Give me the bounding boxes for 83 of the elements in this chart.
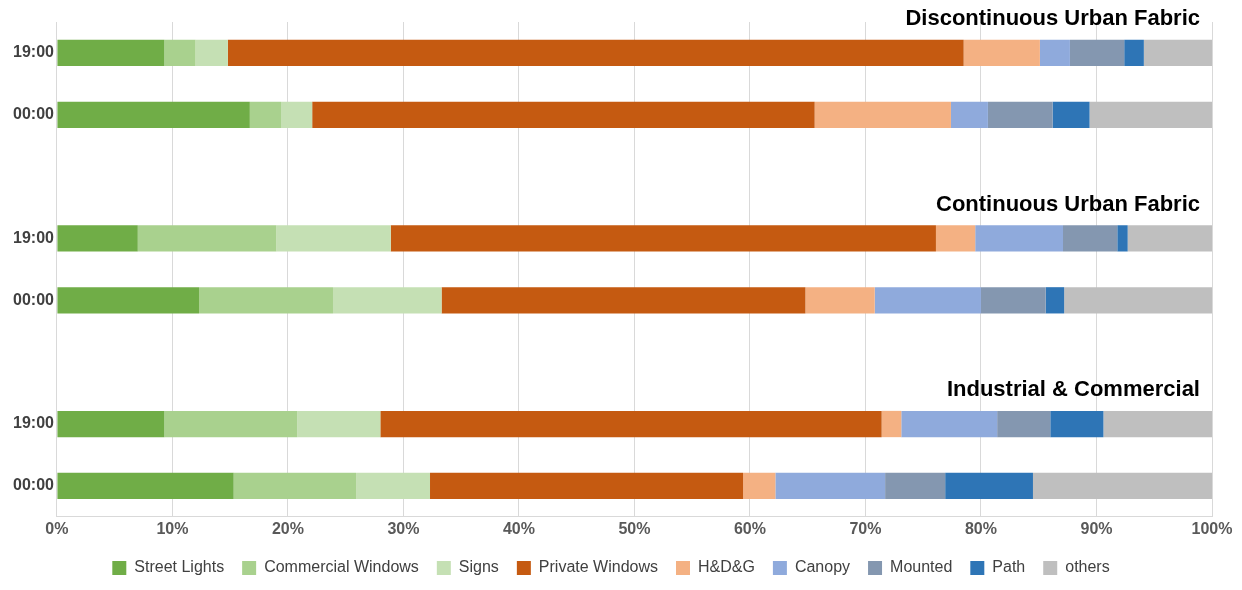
bar (945, 472, 1033, 500)
bar (1045, 287, 1065, 314)
bar (1143, 39, 1212, 67)
bar (885, 472, 946, 500)
bar (430, 472, 744, 500)
bar (297, 410, 381, 438)
bar (881, 410, 902, 438)
annotation: Industrial & Commercial (946, 376, 1200, 402)
legend-label: Path (992, 558, 1026, 576)
bar (987, 101, 1053, 128)
y-tick-label: 19:00 (13, 228, 55, 246)
legend-label: H&D&G (698, 558, 755, 576)
bar (963, 39, 1040, 67)
bar (57, 39, 165, 67)
bar (233, 472, 357, 500)
legend-label: Signs (458, 558, 499, 576)
bar (195, 39, 228, 67)
bar (1103, 410, 1212, 438)
bar (874, 287, 981, 314)
bar (164, 410, 298, 438)
x-tick-label: 40% (502, 519, 535, 537)
x-tick-label: 10% (156, 519, 189, 537)
x-tick-label: 30% (387, 519, 420, 537)
bar (1117, 225, 1128, 252)
bar (743, 472, 776, 500)
bar (1062, 225, 1118, 252)
bar (332, 287, 442, 314)
y-tick-label: 19:00 (13, 43, 55, 61)
bar (814, 101, 951, 128)
bar (227, 39, 964, 67)
bar (805, 287, 875, 314)
bar (775, 472, 886, 500)
y-tick-label: 00:00 (13, 105, 55, 123)
bar (1127, 225, 1212, 252)
x-tick-label: 50% (618, 519, 651, 537)
bar (281, 101, 313, 128)
y-tick-label: 00:00 (13, 476, 55, 494)
y-tick-label: 19:00 (13, 414, 55, 432)
bar (356, 472, 431, 500)
legend-label: Street Lights (134, 558, 225, 576)
bar (57, 225, 138, 252)
annotation: Discontinuous Urban Fabric (905, 4, 1200, 30)
legend-label: Mounted (890, 558, 953, 576)
x-tick-label: 90% (1080, 519, 1113, 537)
bar (1089, 101, 1212, 128)
bar (312, 101, 815, 128)
bar (57, 287, 199, 314)
bar (1050, 410, 1104, 438)
legend-label: Canopy (794, 558, 851, 576)
bar (57, 472, 234, 500)
x-tick-label: 100% (1191, 519, 1233, 537)
bar (390, 225, 936, 252)
legend-label: Private Windows (538, 558, 659, 576)
x-tick-label: 20% (271, 519, 304, 537)
bar (1124, 39, 1144, 67)
legend-label: Commercial Windows (264, 558, 419, 576)
x-tick-label: 70% (849, 519, 882, 537)
bar (1032, 472, 1212, 500)
annotation: Continuous Urban Fabric (936, 190, 1200, 216)
bar (199, 287, 333, 314)
bar (1052, 101, 1090, 128)
bar (441, 287, 806, 314)
bar (380, 410, 882, 438)
bar (950, 101, 988, 128)
x-tick-label: 60% (733, 519, 766, 537)
bar (57, 410, 165, 438)
y-tick-label: 00:00 (13, 290, 55, 308)
bar (164, 39, 196, 67)
bar (935, 225, 976, 252)
bar (980, 287, 1046, 314)
bar (249, 101, 282, 128)
x-tick-label: 0% (45, 519, 69, 537)
legend-label: others (1065, 558, 1110, 576)
bar (1064, 287, 1212, 314)
bar (1069, 39, 1125, 67)
bar (997, 410, 1051, 438)
bar (57, 101, 250, 128)
x-tick-label: 80% (964, 519, 997, 537)
bar (1039, 39, 1070, 67)
bar (975, 225, 1063, 252)
bar (276, 225, 391, 252)
bar (137, 225, 277, 252)
bar (901, 410, 998, 438)
